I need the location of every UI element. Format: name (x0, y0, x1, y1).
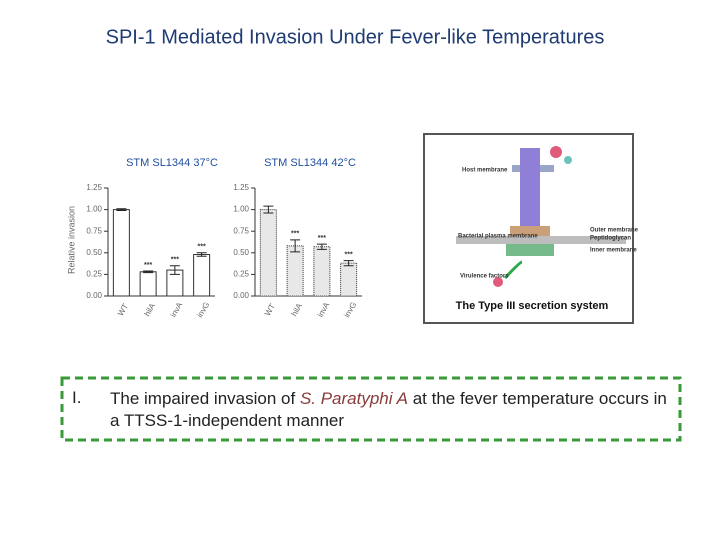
y-tick-label: 0.25 (233, 270, 249, 279)
y-tick-label: 1.00 (233, 205, 249, 214)
species: S. Paratyphi A (299, 389, 408, 408)
text: at the fever temperature occurs in a TTS… (110, 389, 667, 430)
y-tick-label: 1.25 (233, 183, 249, 192)
error-bar (263, 205, 274, 214)
diagram-label: Host membrane (462, 168, 508, 174)
y-axis-label: Relative invasion (66, 206, 76, 274)
x-tick-label: WT (263, 302, 277, 317)
diagram-label: Inner membrane (590, 248, 637, 254)
diagram-label: Virulence factors (460, 274, 509, 280)
box-text: The impaired invasion of S. Paratyphi A … (110, 388, 670, 432)
error-bar (316, 243, 327, 250)
slide-title: SPI-1 Mediated Invasion Under Fever-like… (106, 26, 605, 48)
error-bar (169, 265, 180, 275)
bar (340, 262, 358, 297)
significance-label: *** (171, 257, 179, 264)
y-tick-label: 1.25 (86, 183, 102, 192)
bar (112, 209, 130, 297)
peptidoglycan (456, 236, 626, 244)
diagram-caption: The Type III secretion system (456, 300, 609, 312)
significance-label: *** (144, 262, 152, 269)
outer-ring (510, 226, 550, 236)
y-tick-label: 0.75 (233, 226, 249, 235)
effector (550, 146, 562, 158)
chart-title: STM SL1344 37°C (126, 157, 218, 169)
y-tick-label: 0.25 (86, 270, 102, 279)
diagram (423, 133, 634, 324)
error-bar (343, 260, 354, 267)
x-tick-label: invG (342, 300, 358, 319)
x-tick-label: invG (195, 300, 211, 319)
significance-label: *** (198, 244, 206, 251)
effector (564, 156, 572, 164)
y-tick-label: 0.00 (86, 291, 102, 300)
diagram-label: Peptidoglycan (590, 236, 631, 242)
chart-title: STM SL1344 42°C (264, 157, 356, 169)
bar (313, 246, 331, 297)
bar (286, 245, 304, 297)
significance-label: *** (318, 235, 326, 242)
x-tick-label: invA (169, 300, 185, 319)
error-bar (116, 208, 127, 211)
x-tick-label: hilA (290, 301, 305, 318)
box-number: I. (72, 388, 82, 407)
y-tick-label: 0.50 (233, 248, 249, 257)
error-bar (196, 252, 207, 257)
y-tick-label: 0.75 (86, 226, 102, 235)
significance-label: *** (345, 251, 353, 258)
bar (259, 209, 277, 297)
diagram-label: Outer membrane (590, 228, 639, 234)
x-tick-label: hilA (143, 301, 158, 318)
bar (193, 254, 211, 297)
needle (520, 148, 540, 226)
error-bar (290, 239, 301, 253)
y-tick-label: 1.00 (86, 205, 102, 214)
significance-label: *** (291, 231, 299, 238)
bar (139, 271, 157, 297)
error-bar (143, 270, 154, 274)
inner-ring (506, 244, 554, 256)
y-tick-label: 0.50 (86, 248, 102, 257)
diagram-label: Bacterial plasma membrane (458, 234, 538, 240)
effector (493, 277, 503, 287)
highlight-box (60, 376, 682, 442)
text: The impaired invasion of (110, 389, 300, 408)
arrow (503, 260, 523, 280)
x-tick-label: invA (316, 300, 332, 319)
y-tick-label: 0.00 (233, 291, 249, 300)
x-tick-label: WT (116, 302, 130, 317)
